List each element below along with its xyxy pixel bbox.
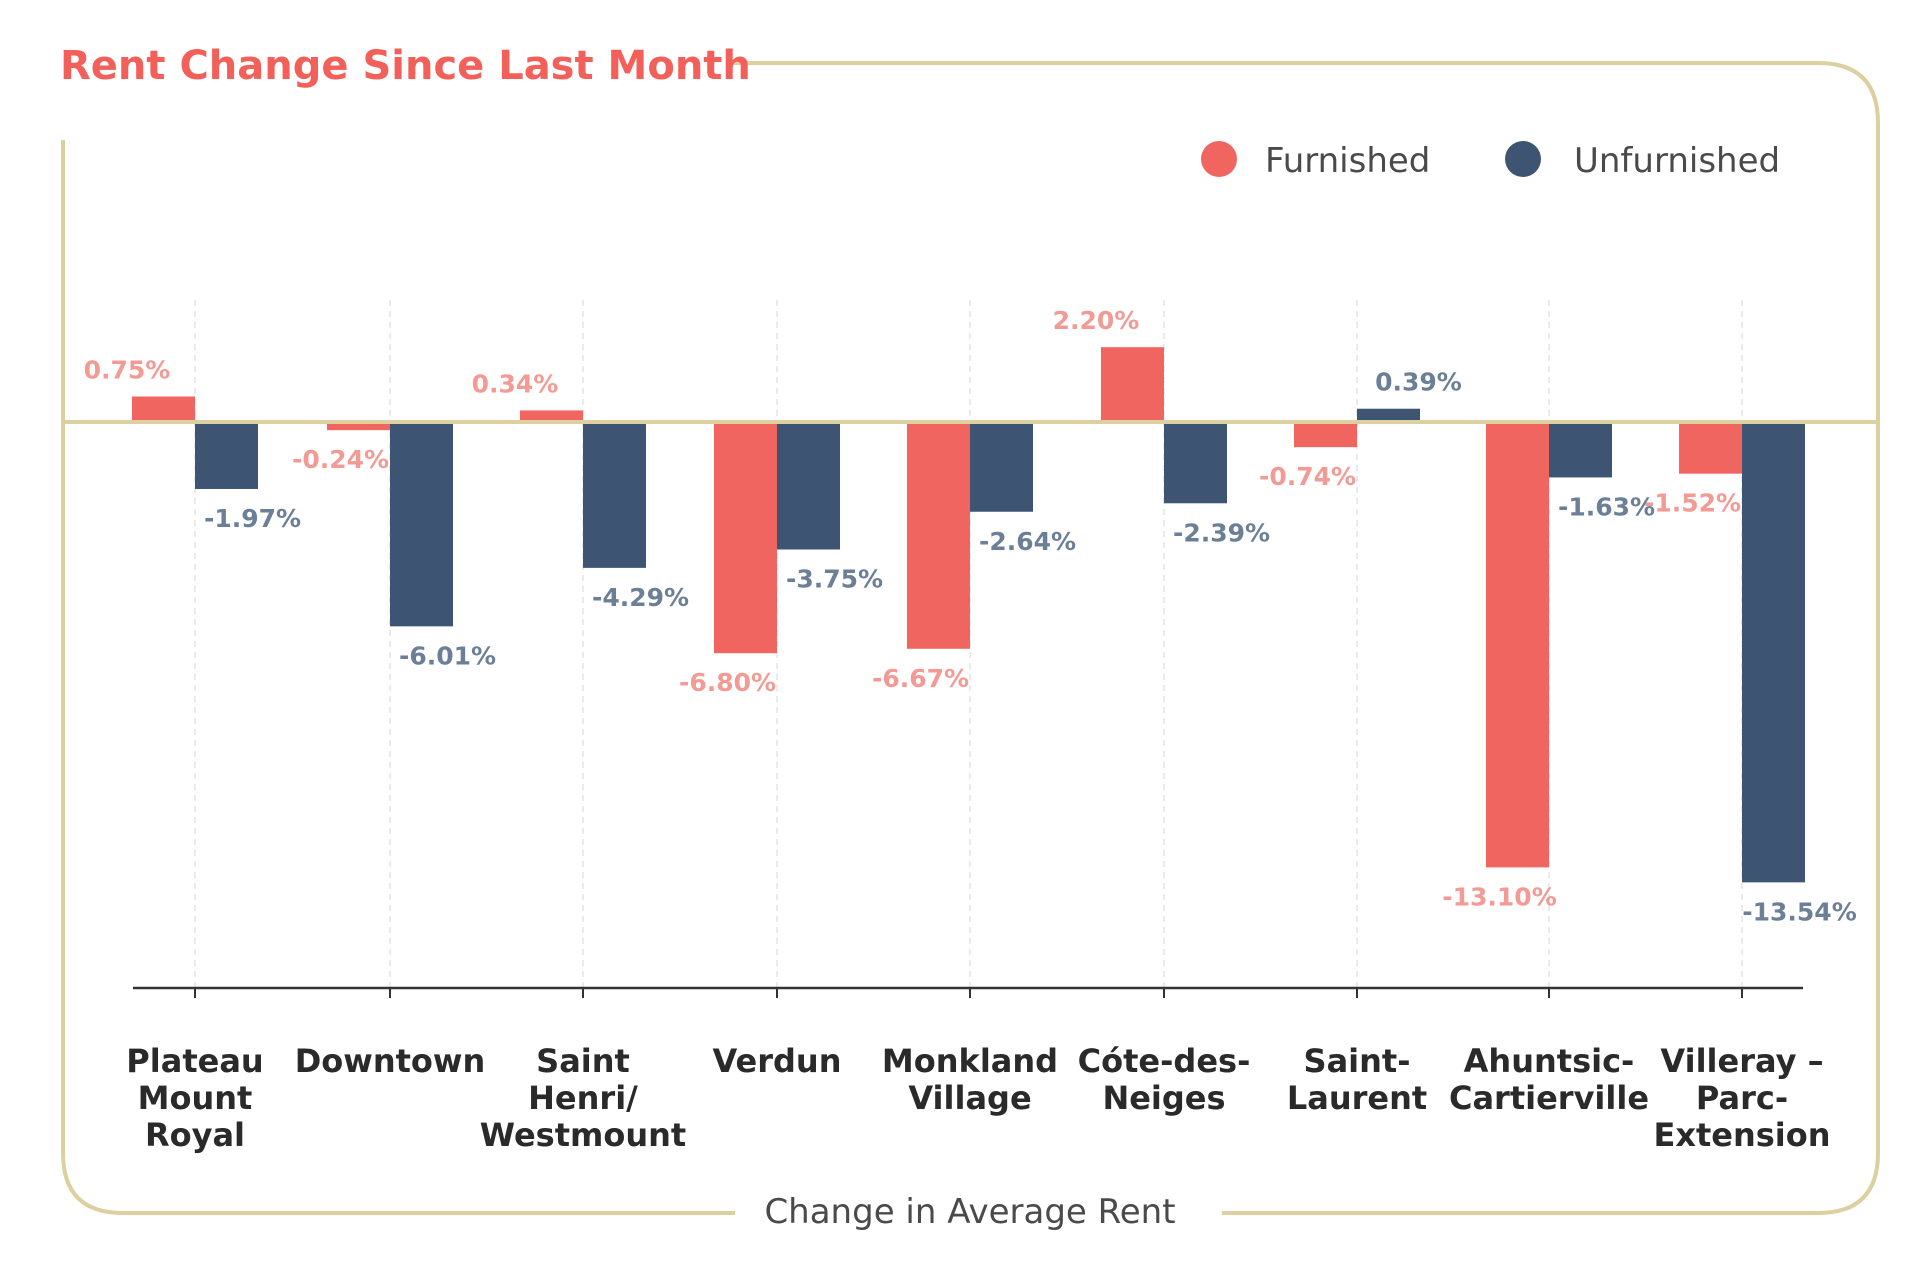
furnished-bar	[714, 422, 777, 654]
category-label: Monkland Village	[882, 1042, 1058, 1117]
unfurnished-bar	[583, 422, 646, 568]
chart-frame	[61, 61, 1880, 1215]
furnished-bar	[1101, 347, 1164, 422]
furnished-bar	[1294, 422, 1357, 448]
category-label: Ahuntsic-Cartierville	[1449, 1042, 1649, 1117]
legend-label-unfurnished: Unfurnished	[1574, 141, 1780, 181]
unfurnished-bar	[970, 422, 1033, 512]
unfurnished-bar	[1742, 422, 1805, 883]
unfurnished-value-label: -2.64%	[979, 527, 1076, 556]
unfurnished-bar	[777, 422, 840, 550]
unfurnished-bar	[1357, 408, 1420, 422]
furnished-value-label: -0.74%	[1259, 462, 1356, 491]
category-label: Plateau Mount Royal	[126, 1042, 263, 1154]
category-label: Saint Henri/Westmount	[480, 1042, 686, 1154]
category-label: Downtown	[295, 1042, 486, 1080]
category-label: Verdun	[713, 1042, 842, 1080]
furnished-value-label: -1.52%	[1644, 489, 1741, 518]
furnished-value-label: -13.10%	[1442, 882, 1557, 911]
furnished-bar	[907, 422, 970, 649]
unfurnished-value-label: -4.29%	[592, 583, 689, 612]
legend-label-furnished: Furnished	[1265, 141, 1430, 181]
unfurnished-bar	[390, 422, 453, 627]
furnished-value-label: 0.75%	[84, 356, 171, 385]
category-label: Villeray – Parc-Extension	[1653, 1042, 1830, 1154]
category-label: Saint-Laurent	[1287, 1042, 1427, 1117]
unfurnished-bar	[1549, 422, 1612, 478]
furnished-value-label: -6.67%	[872, 664, 969, 693]
furnished-value-label: -0.24%	[292, 445, 389, 474]
furnished-value-label: 0.34%	[472, 369, 559, 398]
unfurnished-value-label: -13.54%	[1742, 897, 1857, 926]
unfurnished-value-label: -6.01%	[399, 641, 496, 670]
x-axis-title: Change in Average Rent	[764, 1192, 1175, 1232]
furnished-bar	[1679, 422, 1742, 474]
unfurnished-value-label: 0.39%	[1375, 368, 1462, 397]
furnished-bar	[520, 410, 583, 422]
plot-area: 0.75% -0.24% 0.34% -6.80% -6.67% 2.20% -0.74% -…	[63, 300, 1878, 1154]
legend-marker-furnished	[1201, 141, 1237, 177]
furnished-bar	[1486, 422, 1549, 868]
furnished-bar	[327, 422, 390, 431]
unfurnished-value-label: -1.63%	[1558, 492, 1655, 521]
legend: Furnished Unfurnished	[1201, 141, 1780, 181]
legend-marker-unfurnished	[1505, 141, 1541, 177]
chart-title: Rent Change Since Last Month	[60, 43, 751, 89]
unfurnished-bar	[1164, 422, 1227, 504]
category-label: Cóte-des-Neiges	[1078, 1042, 1251, 1117]
unfurnished-value-label: -3.75%	[786, 565, 883, 594]
furnished-bar	[132, 396, 195, 422]
unfurnished-value-label: -1.97%	[204, 504, 301, 533]
unfurnished-bar	[195, 422, 258, 489]
unfurnished-value-label: -2.39%	[1173, 518, 1270, 547]
furnished-value-label: 2.20%	[1053, 306, 1140, 335]
furnished-value-label: -6.80%	[679, 668, 776, 697]
